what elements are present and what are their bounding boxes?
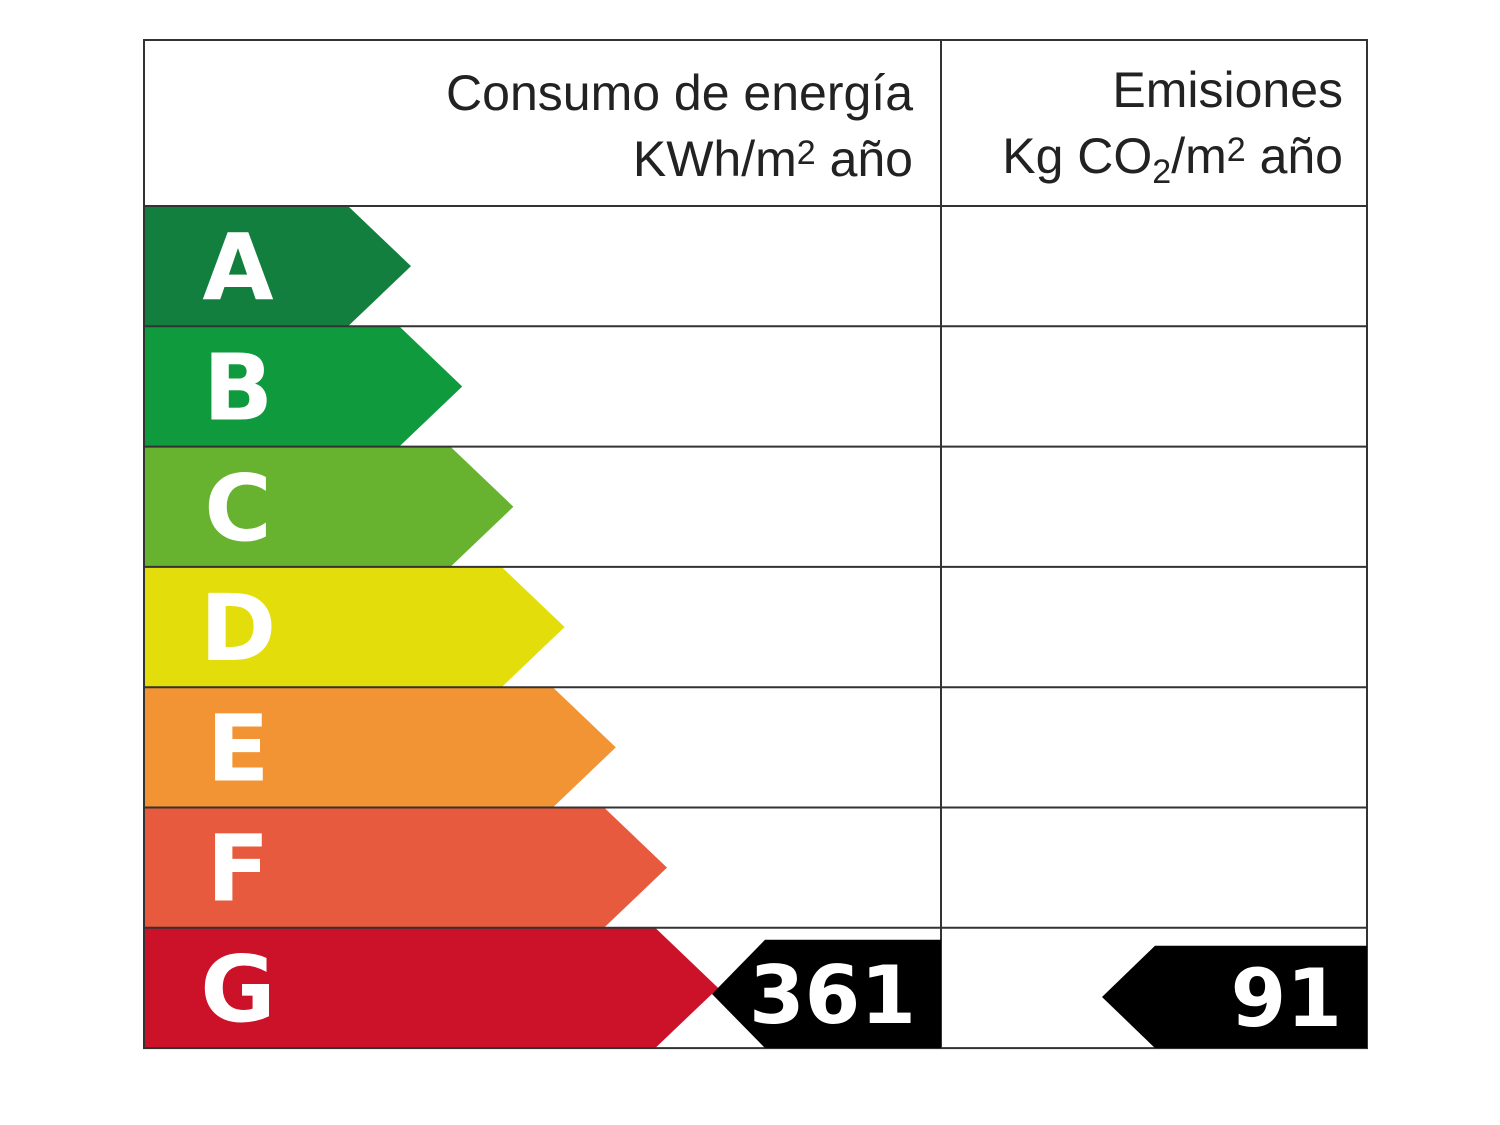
grade-arrow (144, 807, 667, 928)
header: Consumo de energía KWh/m2 año Emisiones … (446, 62, 1343, 191)
grade-letter: E (207, 695, 270, 802)
grade-arrow (144, 927, 719, 1049)
energy-unit: KWh/m2 año (633, 131, 913, 187)
grade-letter: D (200, 575, 276, 682)
unit-part: Kg CO (1002, 128, 1152, 184)
energy-rating-value: 361 (749, 949, 916, 1042)
grade-arrow (144, 687, 616, 808)
unit-part: año (1246, 128, 1343, 184)
emissions-rating-arrow (1102, 945, 1367, 1049)
grade-letter: B (203, 334, 273, 441)
grade-arrow (144, 326, 463, 447)
emissions-unit: Kg CO2/m2 año (1002, 128, 1343, 191)
grade-arrow (144, 446, 514, 567)
unit-sup: 2 (1227, 131, 1246, 169)
unit-part: /m (1171, 128, 1227, 184)
grade-letter: C (204, 455, 272, 562)
grade-arrow (144, 206, 411, 327)
energy-rating-arrow (712, 939, 941, 1049)
grade-arrow (144, 566, 565, 688)
grade-letter: A (202, 214, 273, 321)
unit-part: KWh/m (633, 131, 797, 187)
unit-sub: 2 (1152, 153, 1171, 191)
grade-letter: G (200, 936, 276, 1043)
unit-part: año (816, 131, 913, 187)
energy-title: Consumo de energía (446, 65, 913, 121)
unit-sup: 2 (797, 134, 816, 172)
grade-letter: F (207, 816, 270, 923)
emissions-rating-value: 91 (1231, 952, 1342, 1045)
emissions-title: Emisiones (1112, 62, 1343, 118)
table-border (143, 39, 1368, 1050)
